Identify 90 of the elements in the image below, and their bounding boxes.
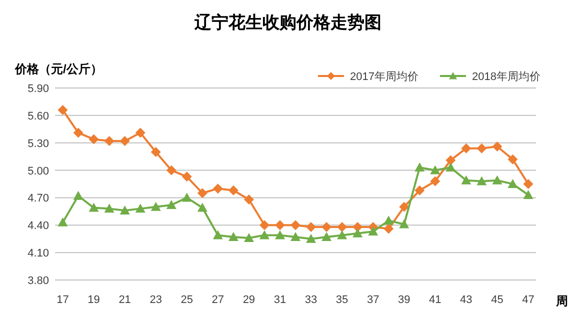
point — [58, 104, 68, 115]
x-tick-label: 27 — [212, 294, 224, 306]
point — [150, 147, 161, 157]
x-tick-label: 43 — [460, 294, 472, 306]
point — [166, 200, 176, 210]
point — [290, 232, 300, 242]
point — [150, 202, 161, 211]
legend-label: 2017年周均价 — [350, 71, 418, 83]
point — [352, 228, 363, 238]
point — [384, 216, 394, 225]
point — [430, 176, 440, 186]
y-tick-label: 5.60 — [28, 110, 49, 122]
point — [508, 154, 518, 164]
point — [399, 202, 410, 212]
point — [476, 176, 487, 186]
point — [492, 175, 502, 184]
y-tick-label: 4.70 — [28, 192, 49, 205]
point — [212, 184, 223, 194]
point — [58, 217, 68, 226]
point — [368, 226, 378, 236]
point — [384, 224, 394, 234]
y-tick-label: 4.40 — [28, 220, 49, 232]
point — [197, 202, 208, 212]
point — [259, 230, 270, 240]
point — [523, 190, 534, 199]
point — [461, 175, 472, 184]
point — [259, 220, 270, 230]
point — [120, 136, 130, 146]
x-tick-label: 35 — [336, 294, 348, 306]
x-tick-label: 47 — [522, 294, 534, 306]
x-tick-label: 17 — [56, 294, 69, 306]
x-tick-label: 19 — [88, 294, 100, 306]
point — [228, 185, 238, 196]
x-tick-label: 21 — [118, 294, 131, 306]
point — [135, 128, 146, 138]
point — [290, 220, 300, 230]
point — [306, 234, 316, 243]
point — [337, 230, 348, 240]
legend-label: 2018年周均价 — [472, 71, 540, 83]
point — [88, 202, 99, 212]
point — [414, 185, 425, 196]
point — [430, 165, 440, 174]
y-tick-label: 5.30 — [28, 138, 49, 150]
point — [244, 194, 254, 205]
point — [508, 179, 518, 188]
point — [446, 162, 456, 172]
point — [446, 155, 456, 166]
point — [322, 222, 332, 232]
point — [197, 188, 208, 198]
point — [399, 219, 410, 228]
x-tick-label: 25 — [180, 294, 194, 306]
point — [274, 230, 285, 240]
point — [212, 230, 223, 240]
point — [104, 204, 114, 213]
point — [244, 232, 254, 242]
point — [73, 128, 84, 138]
x-tick-label: 37 — [366, 294, 380, 306]
y-tick-label: 4.10 — [28, 248, 49, 260]
point — [414, 162, 425, 172]
point — [476, 143, 487, 154]
y-axis-title: 价格（元/公斤） — [14, 62, 102, 76]
point — [322, 232, 332, 242]
point — [182, 192, 192, 202]
point — [104, 136, 114, 146]
x-tick-label: 39 — [398, 294, 410, 306]
point — [523, 179, 534, 189]
point — [461, 143, 472, 154]
x-tick-label: 41 — [429, 294, 442, 306]
point — [274, 220, 285, 230]
point — [88, 134, 99, 144]
chart-title: 辽宁花生收购价格走势图 — [194, 13, 382, 32]
point — [182, 172, 192, 182]
x-tick-label: 29 — [242, 294, 256, 306]
y-tick-label: 5.00 — [28, 165, 49, 178]
x-tick-label: 33 — [304, 294, 318, 306]
y-tick-label: 3.80 — [28, 275, 49, 287]
x-tick-label: 45 — [491, 294, 504, 306]
point — [352, 222, 363, 232]
point — [337, 222, 348, 232]
point — [228, 232, 238, 242]
x-tick-label: 31 — [274, 294, 286, 306]
y-tick-label: 5.90 — [28, 83, 49, 95]
x-tick-label: 23 — [150, 294, 162, 306]
point — [120, 206, 130, 215]
point — [492, 142, 502, 152]
point — [73, 190, 84, 200]
point — [135, 204, 146, 213]
x-axis-title: 周 — [555, 294, 568, 308]
point — [306, 222, 316, 232]
point — [166, 165, 176, 176]
